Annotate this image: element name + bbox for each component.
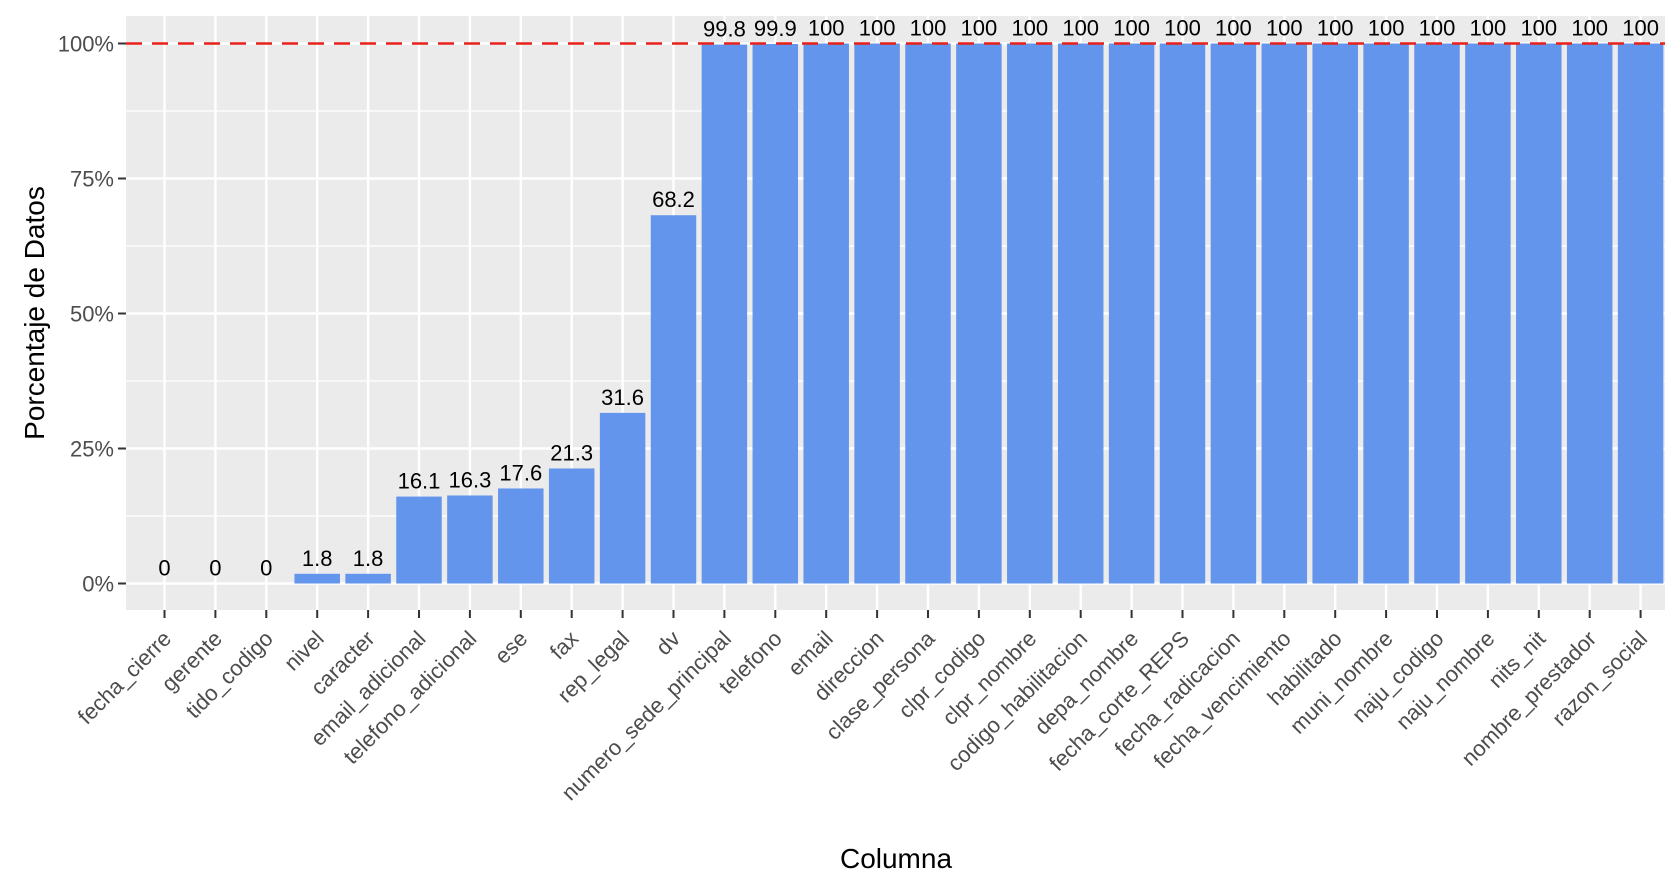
data-label: 100 xyxy=(1266,16,1303,41)
data-label: 100 xyxy=(808,16,845,41)
data-label: 100 xyxy=(1368,16,1405,41)
data-label: 100 xyxy=(1419,16,1456,41)
data-labels: 0 0 0 1.8 1.8 16.1 16.3 17.6 21.3 31.6 68.2 99.8 99.… xyxy=(158,16,1659,581)
bar xyxy=(1465,43,1511,584)
data-label: 99.9 xyxy=(754,16,797,41)
bar xyxy=(956,43,1002,584)
bar xyxy=(294,573,340,584)
y-tick-label: 75% xyxy=(70,167,114,192)
bar xyxy=(701,44,748,584)
bar xyxy=(599,412,646,584)
x-tick-label: dv xyxy=(651,626,685,660)
data-label: 100 xyxy=(1011,16,1048,41)
y-tick-label: 100% xyxy=(58,32,114,57)
data-label: 100 xyxy=(1317,16,1354,41)
bars xyxy=(294,43,1664,584)
data-label: 100 xyxy=(1164,16,1201,41)
x-tick-label: fax xyxy=(545,626,583,664)
bar xyxy=(1516,43,1562,584)
bar xyxy=(1566,43,1613,584)
data-label: 16.3 xyxy=(448,467,491,492)
x-axis-title: Columna xyxy=(840,843,952,874)
y-tick-label: 0% xyxy=(82,572,114,597)
y-axis: 0% 25% 50% 75% 100% xyxy=(58,32,126,597)
bar xyxy=(1159,43,1206,584)
bar xyxy=(803,43,849,584)
data-label: 16.1 xyxy=(398,469,441,494)
bar xyxy=(447,495,493,584)
data-label: 31.6 xyxy=(601,385,644,410)
bar xyxy=(854,43,900,584)
data-label: 17.6 xyxy=(499,460,542,485)
bar xyxy=(345,573,391,584)
bar xyxy=(1210,43,1257,584)
y-tick-label: 25% xyxy=(70,437,114,462)
x-tick-label: ese xyxy=(490,626,533,669)
bar xyxy=(1617,43,1664,584)
bar xyxy=(1363,43,1409,584)
data-label: 100 xyxy=(1520,16,1557,41)
data-label: 68.2 xyxy=(652,187,695,212)
data-label: 100 xyxy=(961,16,998,41)
bar xyxy=(396,496,442,584)
data-label: 100 xyxy=(1470,16,1507,41)
data-label: 0 xyxy=(158,556,170,581)
data-label: 1.8 xyxy=(353,546,384,571)
bar xyxy=(1108,43,1155,584)
bar xyxy=(1007,43,1053,584)
bar xyxy=(905,43,951,584)
data-label: 0 xyxy=(260,556,272,581)
bar xyxy=(1414,43,1460,584)
bar xyxy=(752,44,799,584)
data-label: 100 xyxy=(1113,16,1150,41)
x-tick-label: numero_sede_principal xyxy=(557,626,736,805)
bar xyxy=(1057,43,1104,584)
data-label: 21.3 xyxy=(550,440,593,465)
y-tick-label: 50% xyxy=(70,302,114,327)
bar xyxy=(1261,43,1308,584)
bar xyxy=(498,488,544,584)
bar xyxy=(650,215,697,584)
data-label: 1.8 xyxy=(302,546,333,571)
data-label: 100 xyxy=(1215,16,1252,41)
bar xyxy=(1312,43,1358,584)
data-label: 100 xyxy=(1571,16,1608,41)
data-label: 0 xyxy=(209,556,221,581)
data-label: 100 xyxy=(1062,16,1099,41)
data-label: 100 xyxy=(910,16,947,41)
data-label: 100 xyxy=(859,16,896,41)
bar xyxy=(548,468,595,584)
data-label: 99.8 xyxy=(703,17,746,42)
y-axis-title: Porcentaje de Datos xyxy=(19,186,50,440)
data-label: 100 xyxy=(1622,16,1659,41)
